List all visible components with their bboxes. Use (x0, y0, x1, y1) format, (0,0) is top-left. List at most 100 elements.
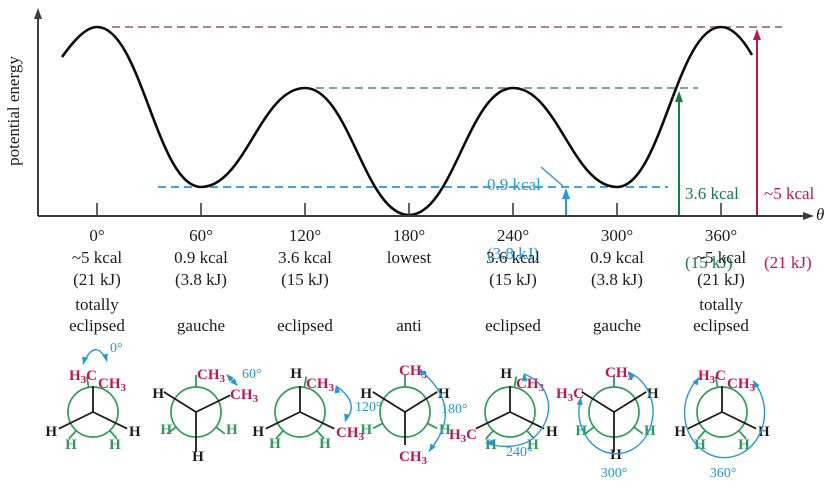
energy-kj (361, 269, 457, 291)
arrowhead (334, 385, 341, 394)
substituent-label-H: H (290, 366, 302, 382)
substituent-label-H: H (109, 437, 121, 453)
arrowhead (753, 380, 760, 389)
arrowhead (803, 212, 814, 220)
rotation-angle-label: 240° (506, 445, 533, 460)
front-bond (372, 391, 406, 413)
substituent-label-H: H (439, 422, 451, 438)
arrowhead (344, 413, 350, 422)
substituent-label-H: H (360, 386, 372, 402)
energy-kcal: 3.6 kcal (278, 248, 332, 267)
substituent-label-H: H (500, 366, 512, 382)
substituent-label-H3C: H3C (69, 368, 97, 386)
substituent-label-CH3: CH3 (98, 376, 127, 394)
tick-label: 300° (600, 226, 634, 245)
conformation-name-60: gauche (176, 316, 226, 335)
tick-label: 180° (392, 226, 426, 245)
tick-label: 120° (288, 226, 322, 245)
axis-column-120: 120° 3.6 kcal (15 kJ) (257, 225, 353, 291)
back-bond (303, 376, 308, 388)
newman-projection-300°: CH3H3CHHHH300° (556, 365, 659, 481)
totally-eclipsed-energy-kcal: ~5 kcal (764, 184, 815, 203)
substituent-label-H: H (438, 386, 450, 402)
rotation-angle-label: 360° (710, 466, 737, 481)
axis-column-300: 300° 0.9 kcal (3.8 kJ) (569, 225, 665, 291)
arrowhead (82, 356, 88, 365)
rotation-angle-label: 60° (242, 367, 262, 382)
back-bond (316, 429, 325, 440)
energy-kcal: 3.6 kcal (486, 248, 540, 267)
front-bond (299, 411, 335, 430)
conformation-name-120: eclipsed (277, 316, 333, 335)
conformation-name-0: totally eclipsed (69, 295, 125, 335)
conformation-name-240: eclipsed (485, 316, 541, 335)
front-bond (581, 391, 615, 413)
energy-kj: (21 kJ) (697, 270, 745, 289)
conformation-name-180: anti (396, 316, 422, 335)
gauche-energy-kj: (3.8 kJ) (487, 244, 539, 263)
substituent-label-H: H (319, 436, 331, 452)
back-bond (584, 426, 595, 435)
back-bond (738, 429, 747, 440)
arrowhead (692, 377, 699, 386)
back-bond (166, 426, 177, 435)
arrowhead (485, 439, 494, 446)
substituent-label-CH3: CH3 (230, 387, 259, 405)
substituent-label-H: H (758, 424, 770, 440)
front-bond (687, 411, 723, 430)
tick-label: 60° (189, 226, 213, 245)
back-bond (513, 376, 518, 388)
substituent-label-H: H (226, 422, 238, 438)
front-bond (163, 391, 197, 413)
back-bond (372, 422, 384, 430)
eclipsed-energy-kcal: 3.6 kcal (685, 184, 739, 203)
substituent-label-H: H (674, 424, 686, 440)
energy-kcal: 0.9 kcal (590, 248, 644, 267)
front-bond (58, 411, 94, 430)
substituent-label-CH3: CH3 (399, 363, 428, 381)
substituent-label-H3C: H3C (449, 427, 477, 445)
energy-kj: (3.8 kJ) (175, 270, 227, 289)
substituent-label-CH3: CH3 (516, 376, 545, 394)
totally-eclipsed-energy-annotation: ~5 kcal (21 kJ) (764, 136, 814, 320)
back-bond (714, 376, 719, 388)
front-bond (475, 411, 511, 430)
gauche-energy-kcal: 0.9 kcal (487, 175, 541, 194)
conformation-name-360: totally eclipsed (693, 295, 749, 335)
gauche-annotation-pointer (540, 166, 564, 187)
front-bond (265, 411, 301, 430)
arrowhead (675, 91, 683, 102)
axis-column-60: 60° 0.9 kcal (3.8 kJ) (153, 225, 249, 291)
back-bond (68, 429, 77, 440)
substituent-label-H: H (160, 422, 172, 438)
axis-column-0: 0° ~5 kcal (21 kJ) (49, 225, 145, 291)
tick-label: 240° (496, 226, 530, 245)
back-bond (426, 422, 438, 430)
front-bond (404, 391, 438, 413)
arrowhead (628, 371, 635, 380)
axis-column-240: 240° 3.6 kcal (15 kJ) (465, 225, 561, 291)
energy-kcal: ~5 kcal (71, 248, 123, 267)
arrowhead (562, 188, 570, 199)
front-bond (509, 411, 545, 430)
rotation-angle-label: 180° (441, 402, 468, 417)
arrowhead (226, 374, 234, 382)
energy-kj: (15 kJ) (281, 270, 329, 289)
arrowhead (753, 29, 761, 40)
rotation-angle-label: 120° (355, 400, 382, 415)
rotation-angle-label: 0° (110, 341, 123, 356)
totally-eclipsed-energy-kj: (21 kJ) (764, 253, 812, 272)
substituent-label-CH3: CH3 (197, 367, 226, 385)
arrowhead (230, 378, 238, 386)
substituent-label-H: H (738, 437, 750, 453)
back-bond (109, 429, 118, 440)
rotation-arc (578, 371, 654, 455)
rotation-arc (418, 368, 446, 452)
arrowhead (521, 373, 528, 382)
